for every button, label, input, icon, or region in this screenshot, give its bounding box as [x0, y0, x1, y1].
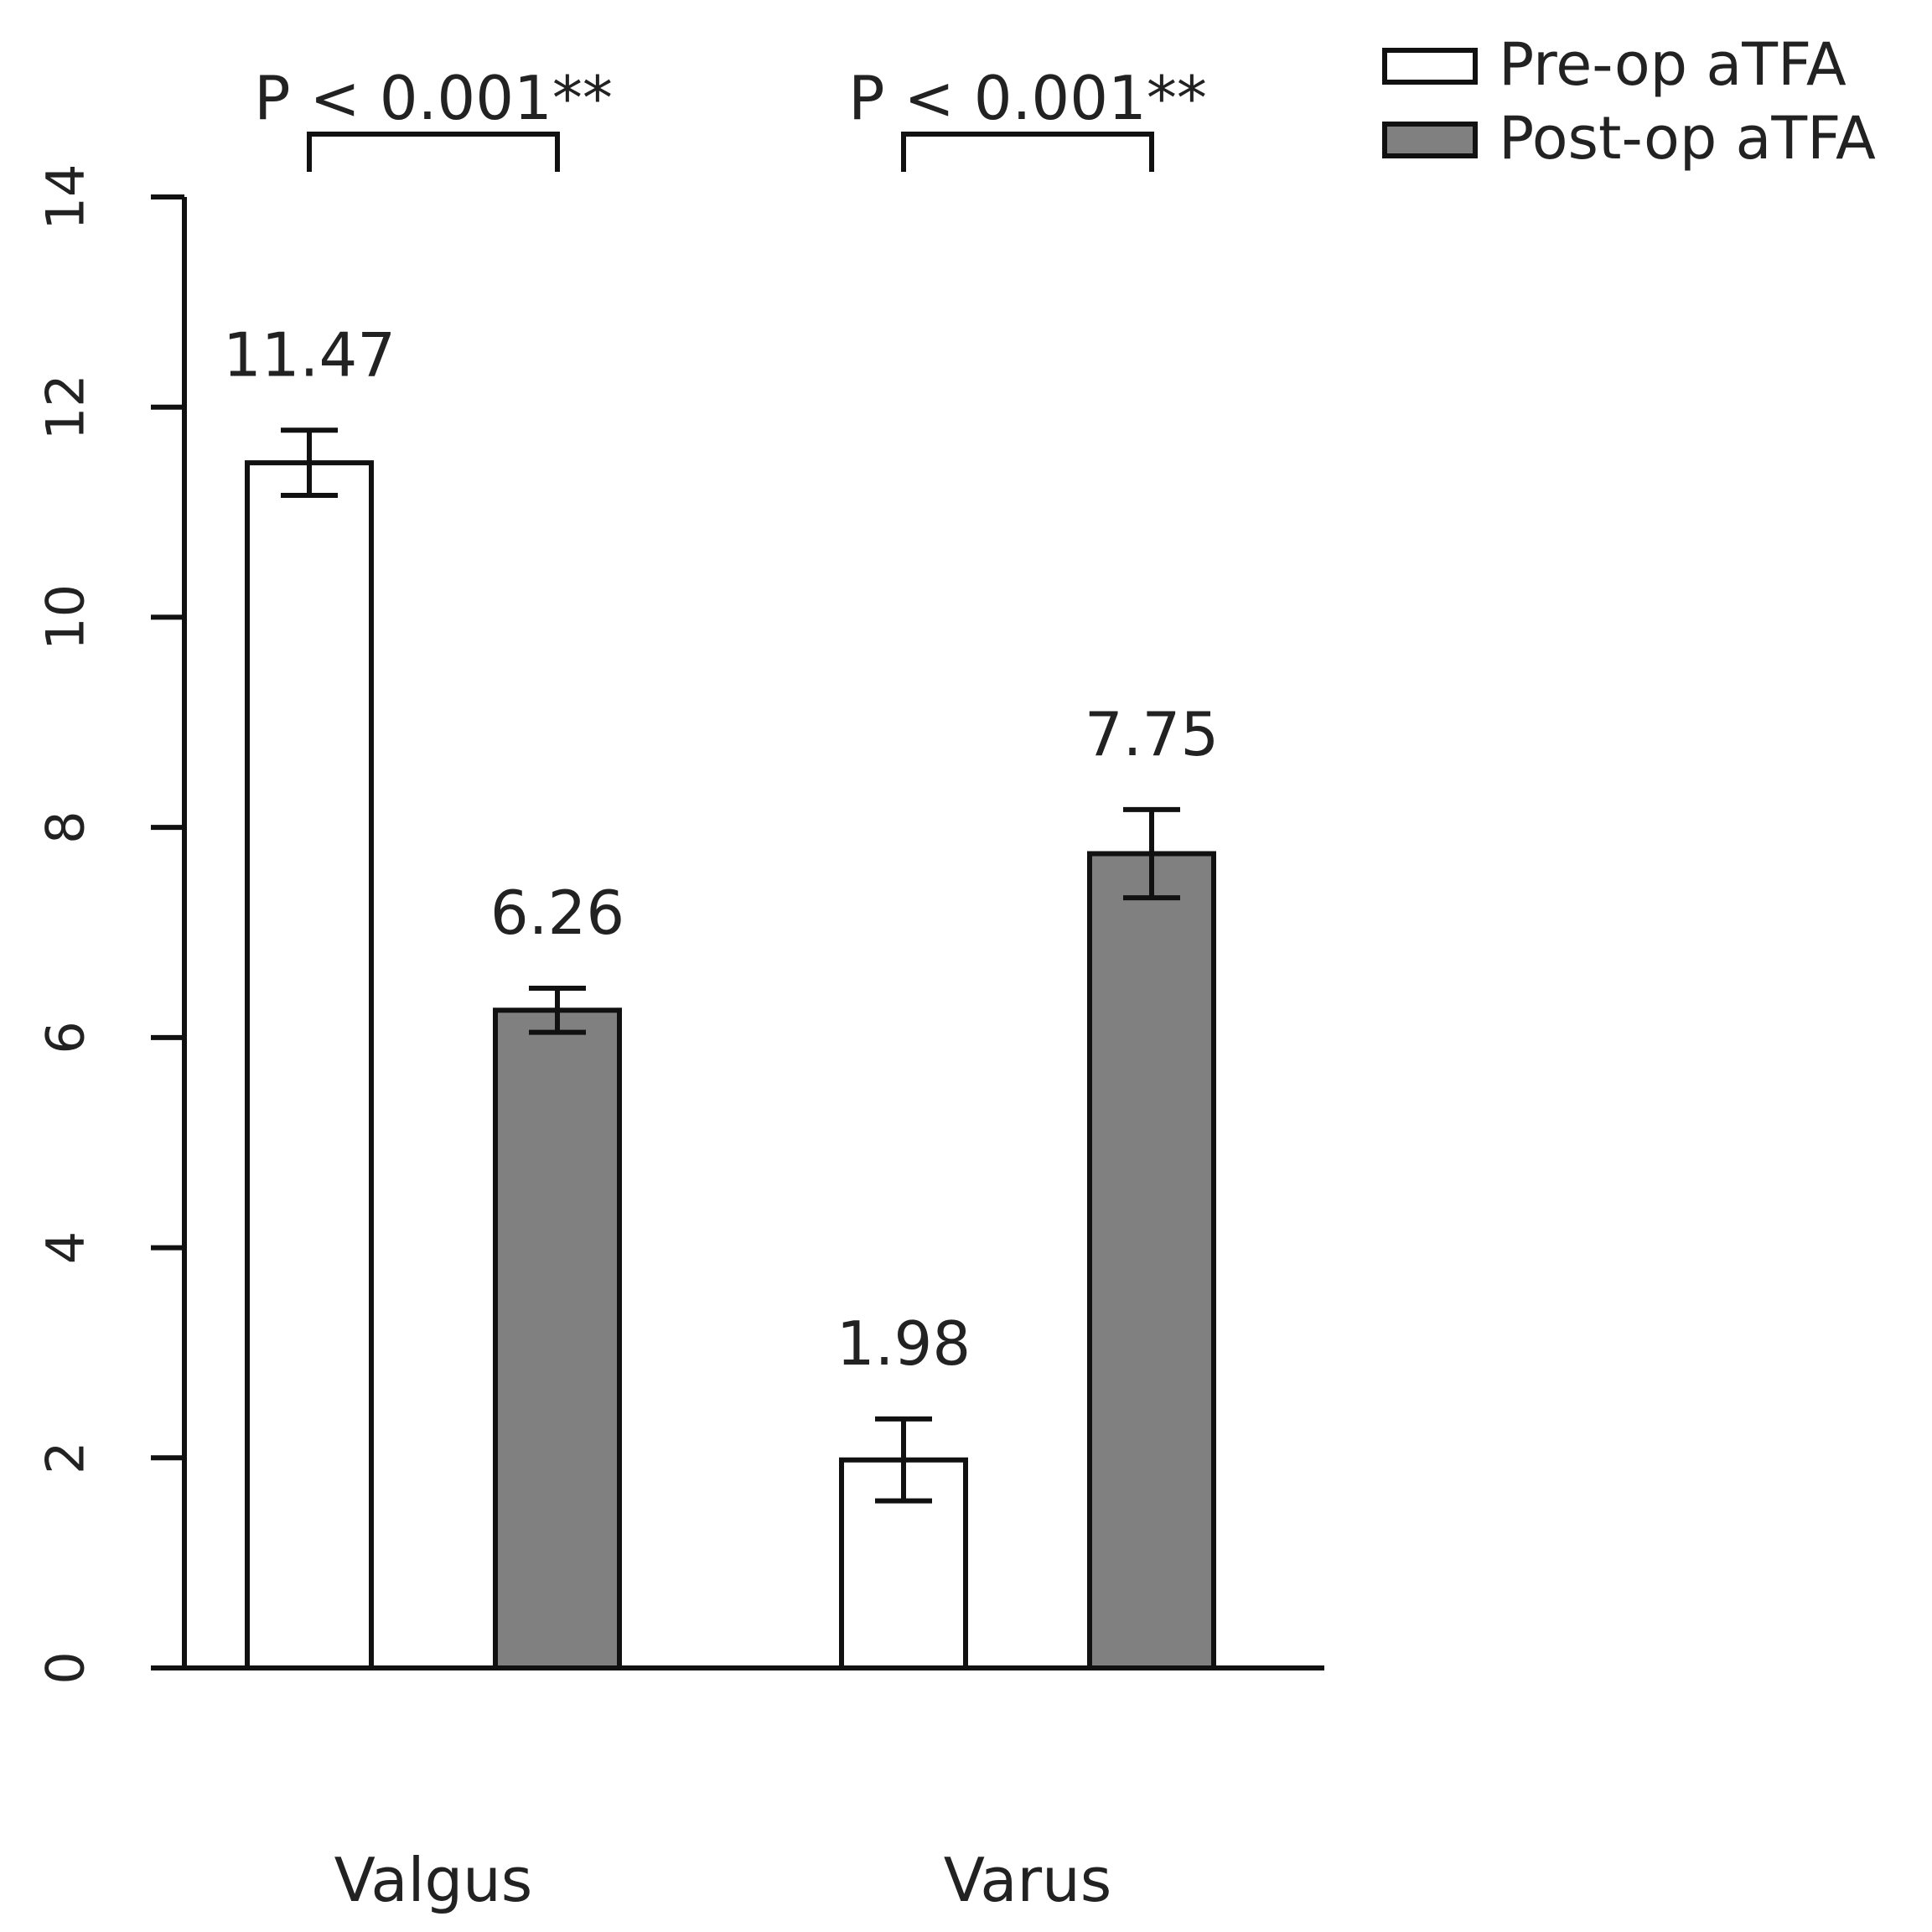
bar — [1087, 851, 1216, 1670]
axes: 0 2 4 6 8 10 12 14 Valgus Varus — [35, 164, 1324, 1915]
legend-swatch — [1382, 122, 1478, 158]
legend-label: Pre-op aTFA — [1499, 30, 1847, 99]
data-label: 6.26 — [490, 878, 624, 948]
y-tick-label: 14 — [35, 164, 96, 230]
significance-label: P < 0.001** — [254, 63, 613, 133]
significance-label: P < 0.001** — [848, 63, 1207, 133]
significance-bracket — [901, 132, 1154, 172]
legend-swatch — [1382, 48, 1478, 85]
bar — [245, 460, 374, 1670]
data-label: 1.98 — [837, 1308, 971, 1379]
y-tick-label: 4 — [35, 1231, 96, 1264]
y-tick-label: 2 — [35, 1442, 96, 1474]
legend-label: Post-op aTFA — [1499, 104, 1876, 173]
bar — [493, 1007, 622, 1670]
y-tick-label: 0 — [35, 1651, 96, 1684]
bars — [245, 427, 1216, 1670]
y-tick-label: 10 — [35, 584, 96, 650]
y-tick-label: 8 — [35, 811, 96, 843]
value-labels: 11.47 6.26 1.98 7.75 — [223, 319, 1219, 1379]
significance-bracket — [307, 132, 560, 172]
y-tick-label: 12 — [35, 374, 96, 440]
x-category-label: Varus — [944, 1845, 1112, 1915]
data-label: 11.47 — [223, 319, 396, 390]
x-category-label: Valgus — [334, 1845, 533, 1915]
significance-brackets: P < 0.001** P < 0.001** — [254, 63, 1207, 172]
y-tick-label: 6 — [35, 1021, 96, 1054]
data-label: 7.75 — [1085, 699, 1219, 769]
